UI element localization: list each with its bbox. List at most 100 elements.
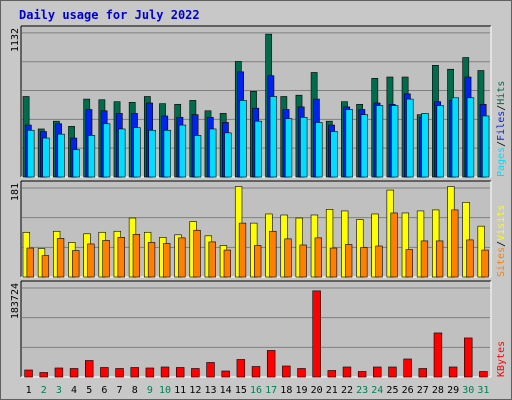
bar-kbytes: [464, 337, 473, 378]
chart-title: Daily usage for July 2022: [19, 8, 200, 22]
bar-visits: [325, 209, 334, 278]
bar-kbytes: [251, 366, 261, 378]
day-label: 13: [204, 385, 216, 396]
day-label: 30: [462, 385, 474, 396]
panel-middle-legend: Sites/Visits: [496, 205, 507, 277]
bar-kbytes: [54, 367, 64, 378]
bar-sites: [117, 237, 125, 278]
day-label: 21: [326, 385, 338, 396]
bar-sites: [329, 247, 338, 278]
bar-kbytes: [236, 359, 246, 378]
bar-kbytes: [342, 366, 352, 378]
bar-kbytes: [85, 360, 94, 378]
bar-sites: [360, 247, 368, 278]
day-label: 11: [174, 385, 186, 396]
day-label: 2: [41, 385, 47, 396]
panel-top-max-label: 1132: [10, 28, 21, 52]
bar-kbytes: [403, 358, 412, 378]
day-label: 23: [356, 385, 368, 396]
bar-pages: [466, 97, 475, 178]
day-label: 16: [250, 385, 262, 396]
panel-bottom-max-label: 183724: [10, 283, 21, 319]
bar-kbytes: [115, 368, 124, 378]
legend-entry: Sites: [496, 247, 507, 277]
bar-pages: [209, 128, 217, 178]
bar-visits: [401, 212, 410, 278]
bar-sites: [435, 240, 444, 278]
day-label: 18: [280, 385, 292, 396]
bar-sites: [405, 249, 413, 278]
bar-kbytes: [418, 368, 427, 378]
bar-kbytes: [327, 370, 337, 378]
bar-sites: [87, 243, 95, 278]
bar-pages: [300, 116, 308, 178]
bar-kbytes: [39, 372, 48, 378]
bar-sites: [451, 209, 459, 278]
bar-kbytes: [479, 371, 488, 378]
day-label: 26: [402, 385, 414, 396]
bar-pages: [224, 132, 232, 178]
panel-top-legend: Pages/Files/Hits: [496, 81, 507, 177]
panel-middle-max-label: 181: [10, 183, 21, 201]
bar-kbytes: [221, 370, 230, 378]
day-label: 29: [447, 385, 459, 396]
bar-sites: [132, 234, 141, 278]
legend-entry: Pages: [496, 147, 507, 177]
day-label: 17: [265, 385, 277, 396]
bar-pages: [133, 127, 141, 178]
panel-bottom-legend: KBytes: [496, 341, 507, 377]
day-label: 20: [311, 385, 323, 396]
bar-kbytes: [206, 362, 215, 378]
bar-kbytes: [266, 350, 276, 378]
bar-sites: [420, 240, 429, 278]
bar-sites: [26, 247, 34, 278]
bar-sites: [481, 249, 489, 278]
bar-pages: [102, 123, 111, 178]
legend-entry: Hits: [496, 81, 507, 105]
bar-sites: [56, 238, 65, 278]
bar-pages: [375, 105, 384, 178]
bar-sites: [254, 245, 262, 278]
bar-sites: [223, 249, 231, 278]
bar-pages: [315, 122, 323, 178]
bar-sites: [102, 240, 110, 278]
day-label: 9: [147, 385, 153, 396]
bar-pages: [27, 129, 35, 178]
legend-entry: /: [496, 105, 507, 111]
bar-kbytes: [69, 368, 79, 378]
bar-sites: [299, 244, 307, 278]
bar-pages: [193, 135, 202, 178]
bar-pages: [330, 131, 338, 178]
bar-kbytes: [24, 369, 33, 378]
bar-kbytes: [175, 367, 185, 378]
day-label: 27: [417, 385, 429, 396]
bar-sites: [284, 238, 292, 278]
bar-kbytes: [433, 332, 443, 378]
bar-sites: [193, 229, 201, 278]
bar-pages: [360, 114, 369, 178]
bar-kbytes: [191, 368, 200, 378]
bar-sites: [72, 250, 80, 278]
bar-kbytes: [373, 366, 382, 378]
day-label: 10: [159, 385, 171, 396]
bar-pages: [421, 113, 429, 178]
bar-kbytes: [312, 290, 321, 378]
day-label: 28: [432, 385, 444, 396]
bar-sites: [466, 239, 474, 278]
day-label: 3: [56, 385, 62, 396]
bar-sites: [390, 212, 398, 278]
day-label: 14: [220, 385, 232, 396]
day-label: 5: [86, 385, 92, 396]
bar-sites: [314, 237, 322, 278]
bar-sites: [163, 243, 171, 278]
bar-pages: [482, 115, 490, 178]
bar-kbytes: [388, 366, 397, 378]
bar-visits: [341, 210, 349, 278]
bar-pages: [254, 120, 262, 178]
bar-sites: [238, 222, 247, 278]
bar-pages: [406, 98, 414, 178]
bar-pages: [148, 129, 156, 178]
bar-kbytes: [297, 368, 306, 378]
bar-pages: [163, 129, 171, 178]
